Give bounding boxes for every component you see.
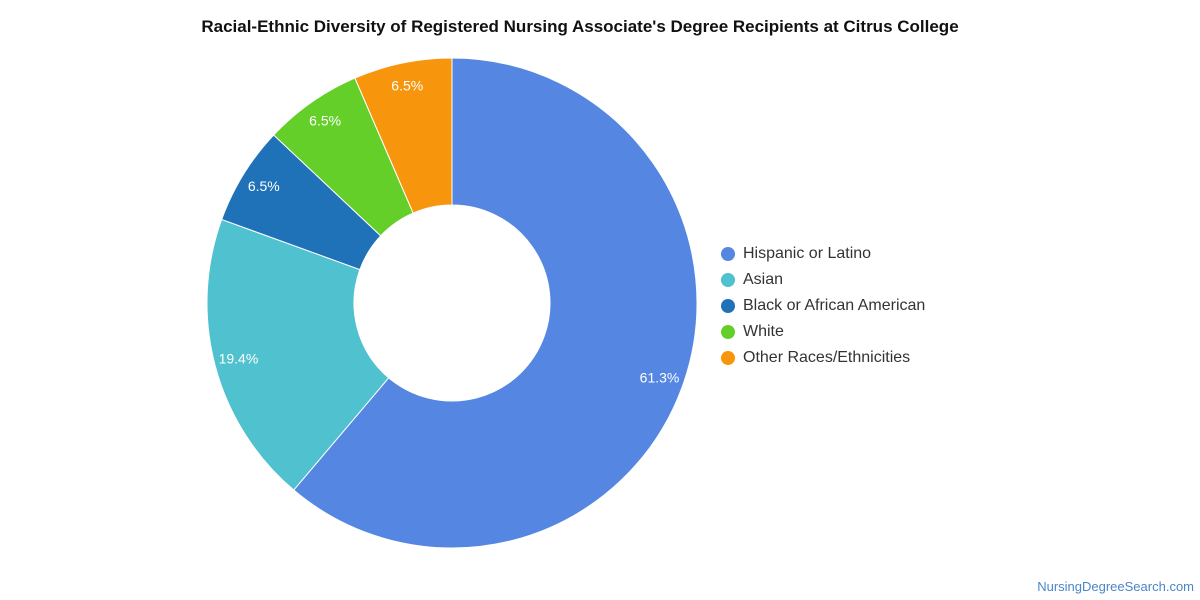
slice-value-label: 6.5%	[391, 77, 423, 93]
donut-slice-1[interactable]	[206, 218, 390, 491]
legend-swatch	[721, 273, 735, 287]
legend-label: Asian	[743, 271, 784, 288]
legend-swatch	[721, 351, 735, 365]
legend-swatch	[721, 299, 735, 313]
donut-slice-4[interactable]	[354, 57, 453, 214]
legend-label: Hispanic or Latino	[743, 245, 872, 262]
legend-item-asian[interactable]: Asian	[721, 267, 925, 293]
legend-item-white[interactable]: White	[721, 319, 925, 345]
slice-value-label: 6.5%	[309, 113, 341, 129]
legend-label: Other Races/Ethnicities	[743, 349, 911, 366]
legend-swatch	[721, 325, 735, 339]
chart-legend: Hispanic or Latino Asian Black or Africa…	[721, 241, 925, 371]
donut-slice-0[interactable]	[293, 57, 698, 549]
legend-item-hispanic-or-latino[interactable]: Hispanic or Latino	[721, 241, 925, 267]
source-credit-link[interactable]: NursingDegreeSearch.com	[1037, 579, 1194, 594]
legend-swatch	[721, 247, 735, 261]
legend-label: White	[743, 323, 784, 340]
slice-value-label: 6.5%	[248, 178, 280, 194]
legend-item-black-or-african-american[interactable]: Black or African American	[721, 293, 925, 319]
legend-label: Black or African American	[743, 297, 926, 314]
legend-item-other-races-ethnicities[interactable]: Other Races/Ethnicities	[721, 345, 925, 371]
slice-value-label: 61.3%	[640, 370, 680, 386]
chart-title: Racial-Ethnic Diversity of Registered Nu…	[201, 17, 959, 36]
slice-value-label: 19.4%	[219, 351, 259, 367]
